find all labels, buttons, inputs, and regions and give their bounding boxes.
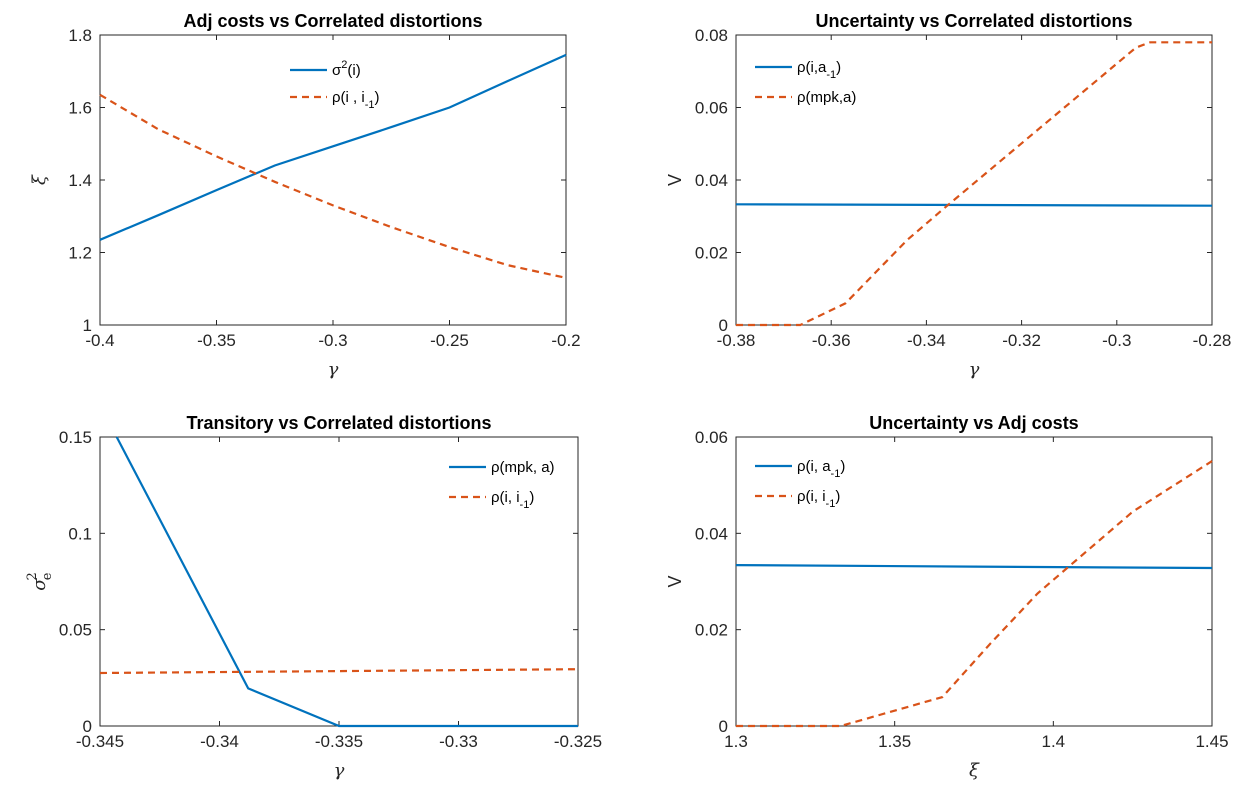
- chart-title: Adj costs vs Correlated distortions: [183, 11, 482, 31]
- y-tick-label: 1.6: [68, 99, 92, 118]
- x-tick-label: -0.28: [1193, 331, 1232, 350]
- chart-panel-1: -0.4 -0.35 -0.3 -0.25 -0.2 1 1.2 1.4 1.6 1.8 Adj c…: [29, 11, 581, 380]
- y-tick-label: 0.02: [695, 621, 728, 640]
- x-tick-label: 1.35: [878, 732, 911, 751]
- x-tick-label: -0.25: [430, 331, 469, 350]
- chart-panel-4: 1.3 1.35 1.4 1.45 0 0.02 0.04 0.06 Uncertainty v…: [665, 413, 1229, 781]
- y-tick-label: 0.06: [695, 428, 728, 447]
- x-tick-label: -0.3: [318, 331, 347, 350]
- y-tick-label: 0.02: [695, 244, 728, 263]
- x-axis-label: γ: [334, 760, 345, 781]
- legend: ρ(i, a-1) ρ(i, i-1): [755, 458, 845, 510]
- legend-label-2: ρ(i, i-1): [797, 488, 840, 510]
- x-tick-label: -0.3: [1102, 331, 1131, 350]
- chart-title: Uncertainty vs Adj costs: [869, 413, 1078, 433]
- x-tick-label: -0.34: [907, 331, 946, 350]
- series-line-2: [99, 93, 567, 279]
- legend-label-2: ρ(i , i-1): [332, 89, 379, 111]
- series-line-2: [736, 41, 1212, 327]
- x-tick-label: 1.45: [1195, 732, 1228, 751]
- y-tick-label: 0.15: [59, 428, 92, 447]
- x-axis-label: γ: [328, 359, 339, 380]
- y-tick-label: 1: [83, 316, 92, 335]
- series-line-2: [99, 668, 579, 675]
- y-tick-label: 0.05: [59, 621, 92, 640]
- y-tick-label: 1.2: [68, 244, 92, 263]
- x-tick-label: -0.335: [315, 732, 363, 751]
- legend-label-2: ρ(mpk,a): [797, 89, 856, 106]
- y-tick-label: 0.04: [695, 171, 728, 190]
- y-tick-label: 1.8: [68, 26, 92, 45]
- chart-panel-3: -0.345 -0.34 -0.335 -0.33 -0.325 0 0.05 0.1 0.15…: [25, 413, 602, 781]
- x-tick-label: -0.325: [554, 732, 602, 751]
- legend-label-1: σ2(i): [332, 59, 361, 79]
- series-line-1: [735, 203, 1213, 207]
- x-tick-label: -0.2: [551, 331, 580, 350]
- legend-label-1: ρ(i,a-1): [797, 59, 841, 81]
- x-tick-label: -0.35: [197, 331, 236, 350]
- y-tick-label: 0.06: [695, 99, 728, 118]
- series-line-1: [99, 53, 567, 241]
- y-tick-label: 0: [83, 717, 92, 736]
- axes-box: [735, 34, 1213, 326]
- x-tick-label: 1.4: [1042, 732, 1066, 751]
- legend: ρ(i,a-1) ρ(mpk,a): [755, 59, 856, 106]
- chart-panel-2: -0.38 -0.36 -0.34 -0.32 -0.3 -0.28 0 0.02 0.04 0.…: [665, 11, 1231, 380]
- axes-box: [735, 436, 1213, 727]
- legend-label-1: ρ(mpk, a): [491, 459, 555, 476]
- x-tick-label: -0.38: [717, 331, 756, 350]
- y-tick-label: 0: [719, 316, 728, 335]
- y-tick-label: 0.1: [68, 524, 92, 543]
- legend: ρ(mpk, a) ρ(i, i-1): [449, 459, 555, 511]
- chart-title: Uncertainty vs Correlated distortions: [815, 11, 1132, 31]
- x-tick-label: 1.3: [724, 732, 748, 751]
- legend: σ2(i) ρ(i , i-1): [290, 59, 379, 111]
- x-tick-label: -0.36: [812, 331, 851, 350]
- series-line-1: [735, 563, 1213, 570]
- y-tick-label: 0.08: [695, 26, 728, 45]
- y-tick-label: 1.4: [68, 171, 92, 190]
- x-tick-label: -0.33: [439, 732, 478, 751]
- y-axis-label: ξ: [29, 174, 50, 185]
- x-tick-label: -0.345: [76, 732, 124, 751]
- y-axis-label: V: [665, 575, 685, 587]
- chart-title: Transitory vs Correlated distortions: [186, 413, 491, 433]
- x-tick-label: -0.34: [200, 732, 239, 751]
- series-line-2: [736, 460, 1213, 728]
- legend-label-1: ρ(i, a-1): [797, 458, 845, 480]
- x-tick-label: -0.4: [85, 331, 114, 350]
- x-axis-label: γ: [969, 359, 980, 380]
- series-line-1: [115, 436, 578, 728]
- x-axis-label: ξ: [969, 760, 980, 781]
- y-tick-label: 0.04: [695, 524, 728, 543]
- y-axis-label: σ2e: [25, 572, 55, 591]
- axes-box: [99, 436, 579, 727]
- y-tick-label: 0: [719, 717, 728, 736]
- x-tick-label: -0.32: [1002, 331, 1041, 350]
- legend-label-2: ρ(i, i-1): [491, 489, 534, 511]
- y-axis-label: V: [665, 174, 685, 186]
